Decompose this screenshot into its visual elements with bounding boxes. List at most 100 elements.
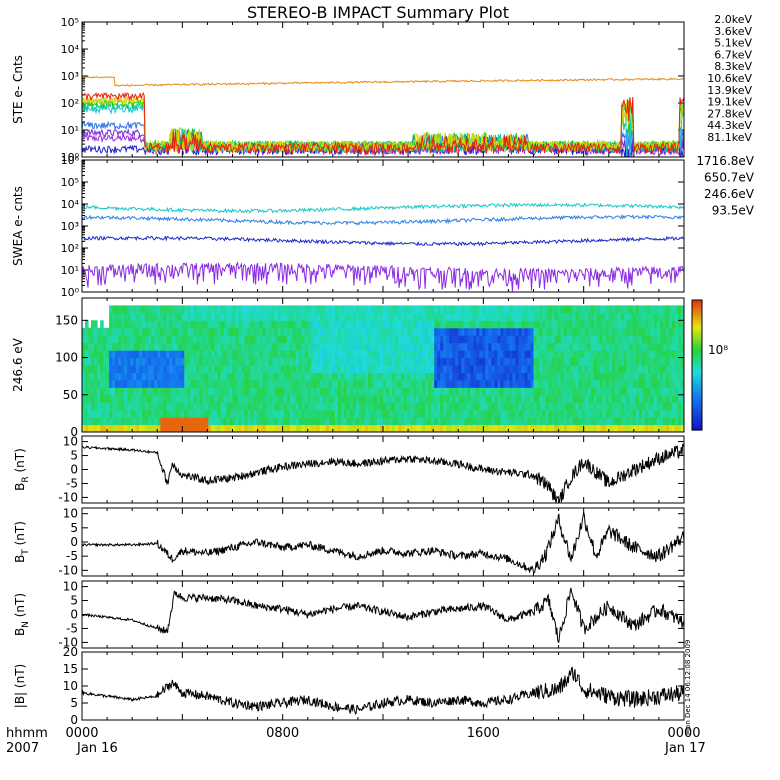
pitch-cell (572, 394, 577, 403)
pitch-cell (656, 335, 661, 344)
pitch-cell (392, 312, 396, 321)
pitch-cell (361, 350, 366, 359)
pitch-cell (109, 402, 113, 411)
pitch-cell (115, 327, 119, 336)
pitch-cell (521, 402, 526, 411)
pitch-cell (208, 394, 212, 403)
pitch-cell (148, 394, 152, 403)
pitch-cell (611, 372, 616, 381)
pitch-cell (557, 335, 562, 344)
pitch-cell (536, 402, 541, 411)
pitch-cell (653, 409, 658, 418)
pitch-cell (614, 372, 619, 381)
pitch-cell (226, 379, 231, 388)
pitch-cell (449, 379, 453, 388)
pitch-cell (109, 335, 113, 344)
pitch-cell (395, 342, 399, 351)
pitch-cell (172, 335, 176, 344)
pitch-cell (443, 402, 447, 411)
x-tick-label: 0000 (65, 726, 98, 741)
pitch-cell (482, 409, 486, 418)
pitch-cell (316, 320, 321, 329)
pitch-cell (581, 379, 586, 388)
pitch-cell (319, 320, 324, 329)
pitch-cell (653, 312, 658, 321)
pitch-cell (211, 402, 215, 411)
pitch-cell (319, 335, 324, 344)
pitch-cell (413, 409, 417, 418)
ste-ytick-label: 10⁴ (61, 43, 80, 56)
pitch-cell (178, 402, 182, 411)
pitch-cell (638, 417, 643, 426)
pitch-cell (229, 409, 234, 418)
pitch-cell (184, 320, 188, 329)
pitch-cell (304, 402, 309, 411)
pitch-cell (118, 320, 122, 329)
pitch-cell (115, 357, 119, 366)
pitch-cell (337, 402, 342, 411)
pitch-cell (596, 350, 601, 359)
br-ytick-label: 10 (63, 435, 78, 449)
pitch-cell (566, 394, 571, 403)
pitch-cell (482, 357, 486, 366)
pitch-cell (587, 372, 592, 381)
pitch-cell (482, 372, 486, 381)
pitch-cell (202, 327, 206, 336)
pitch-cell (277, 305, 282, 314)
pitch-cell (593, 417, 598, 426)
pitch-cell (229, 342, 234, 351)
pitch-cell (127, 417, 131, 426)
pitch-cell (178, 312, 182, 321)
pitch-cell (389, 409, 393, 418)
pitch-cell (268, 327, 273, 336)
pitch-cell (398, 305, 402, 314)
pitch-cell (316, 387, 321, 396)
pitch-cell (88, 372, 92, 381)
pitch-cell (226, 312, 231, 321)
pitch-cell (641, 357, 646, 366)
pitch-cell (659, 402, 664, 411)
pitch-cell (593, 379, 598, 388)
pitch-cell (127, 402, 131, 411)
pitch-cell (587, 409, 592, 418)
pitch-cell (503, 379, 507, 388)
pitch-cell (641, 387, 646, 396)
pitch-cell (599, 365, 604, 373)
colorbar-step (692, 401, 702, 405)
pitch-cell (524, 350, 529, 359)
pitch-cell (470, 350, 474, 359)
pitch-cell (343, 327, 348, 336)
pitch-cell (614, 409, 619, 418)
pitch-cell (506, 342, 510, 351)
pitch-cell (455, 387, 459, 396)
pitch-cell (283, 350, 288, 359)
pitch-cell (476, 387, 480, 396)
pitch-cell (416, 372, 420, 381)
pitch-cell (611, 320, 616, 329)
colorbar-step (692, 319, 702, 323)
pitch-cell (319, 424, 324, 432)
colorbar-step (692, 382, 702, 386)
pitch-cell (383, 335, 387, 344)
pitch-cell (488, 357, 492, 366)
pitch-cell (277, 409, 282, 418)
pitch-cell (434, 424, 438, 432)
pitch-cell (404, 372, 408, 381)
pitch-cell (232, 327, 237, 336)
pitch-cell (485, 365, 489, 373)
pitch-cell (503, 417, 507, 426)
pitch-cell (256, 335, 261, 344)
pitch-cell (229, 387, 234, 396)
pitch-cell (575, 320, 580, 329)
pitch-cell (130, 350, 134, 359)
pitch-cell (581, 409, 586, 418)
pitch-cell (374, 387, 378, 396)
pitch-cell (277, 424, 282, 432)
pitch-cell (136, 394, 140, 403)
pitch-cell (190, 365, 194, 373)
pitch-cell (262, 424, 267, 432)
pitch-cell (268, 402, 273, 411)
pitch-cell (166, 387, 170, 396)
pitch-cell (301, 320, 306, 329)
pitch-cell (124, 379, 128, 388)
